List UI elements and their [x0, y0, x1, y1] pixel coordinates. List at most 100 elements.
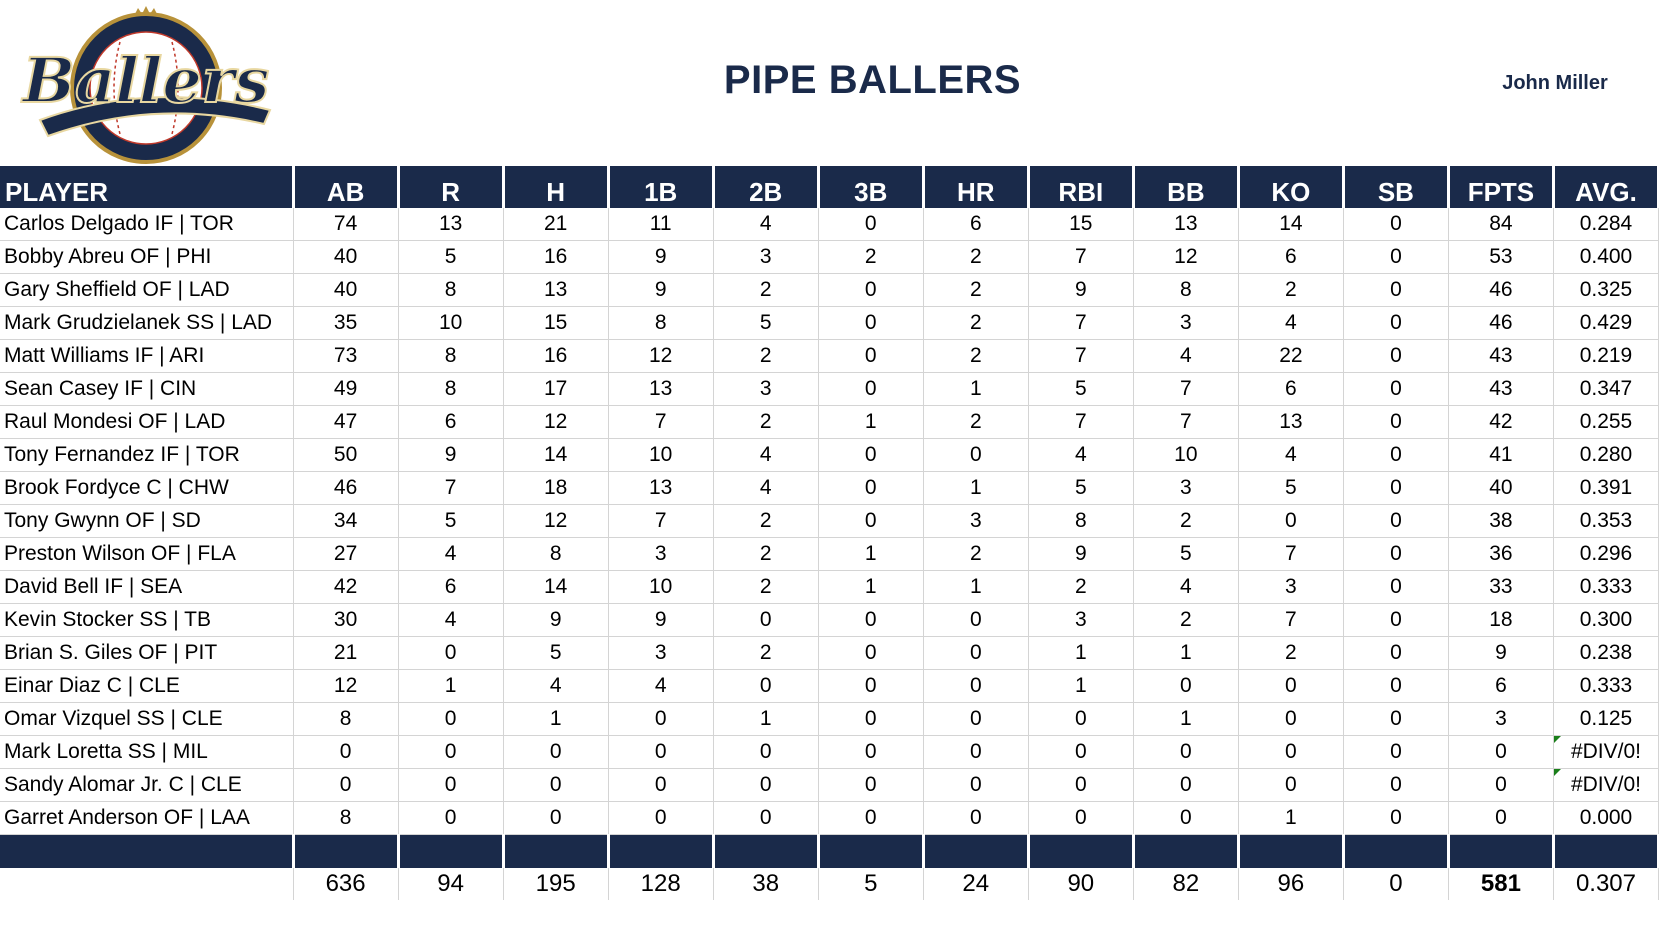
- column-header-rbi[interactable]: RBI: [1028, 166, 1135, 208]
- stat-cell[interactable]: 6: [398, 570, 504, 604]
- stat-cell[interactable]: 8: [1133, 273, 1239, 307]
- player-name-cell[interactable]: David Bell IF | SEA: [0, 570, 294, 604]
- stat-cell[interactable]: 0: [713, 603, 819, 637]
- stat-cell[interactable]: 2: [713, 405, 819, 439]
- stat-cell[interactable]: 4: [713, 471, 819, 505]
- stat-cell[interactable]: 0: [1448, 801, 1554, 835]
- stat-cell[interactable]: 0: [818, 636, 924, 670]
- column-header-1b[interactable]: 1B: [608, 166, 715, 208]
- stat-cell[interactable]: 8: [608, 306, 714, 340]
- stat-cell[interactable]: 2: [923, 339, 1029, 373]
- total-cell[interactable]: 636: [293, 868, 399, 900]
- player-name-cell[interactable]: Raul Mondesi OF | LAD: [0, 405, 294, 439]
- stat-cell[interactable]: 3: [1133, 471, 1239, 505]
- stat-cell[interactable]: 7: [1133, 372, 1239, 406]
- total-cell[interactable]: 195: [503, 868, 609, 900]
- player-name-cell[interactable]: Mark Grudzielanek SS | LAD: [0, 306, 294, 340]
- stat-cell[interactable]: 1: [923, 372, 1029, 406]
- stat-cell[interactable]: 8: [1028, 504, 1134, 538]
- stat-cell[interactable]: 0.255: [1553, 405, 1660, 439]
- stat-cell[interactable]: 8: [398, 339, 504, 373]
- stat-cell[interactable]: 9: [1028, 273, 1134, 307]
- stat-cell[interactable]: 0: [818, 339, 924, 373]
- stat-cell[interactable]: 16: [503, 339, 609, 373]
- stat-cell[interactable]: 0: [1343, 768, 1449, 802]
- stat-cell[interactable]: 7: [1028, 306, 1134, 340]
- stat-cell[interactable]: 0: [1343, 438, 1449, 472]
- stat-cell[interactable]: 0: [503, 801, 609, 835]
- stat-cell[interactable]: 9: [398, 438, 504, 472]
- column-header-avg[interactable]: AVG.: [1553, 166, 1660, 208]
- stat-cell[interactable]: 4: [608, 669, 714, 703]
- stat-cell[interactable]: 1: [713, 702, 819, 736]
- stat-cell[interactable]: 0.300: [1553, 603, 1660, 637]
- stat-cell[interactable]: #DIV/0!: [1553, 735, 1660, 769]
- stat-cell[interactable]: 4: [398, 603, 504, 637]
- stat-cell[interactable]: 0.333: [1553, 669, 1660, 703]
- stat-cell[interactable]: 9: [503, 603, 609, 637]
- stat-cell[interactable]: 6: [398, 405, 504, 439]
- stat-cell[interactable]: 34: [293, 504, 399, 538]
- stat-cell[interactable]: 12: [1133, 240, 1239, 274]
- stat-cell[interactable]: 0: [818, 208, 924, 241]
- column-header-hr[interactable]: HR: [923, 166, 1030, 208]
- stat-cell[interactable]: 8: [293, 702, 399, 736]
- stat-cell[interactable]: 0: [503, 768, 609, 802]
- column-header-ab[interactable]: AB: [293, 166, 400, 208]
- stat-cell[interactable]: 2: [1028, 570, 1134, 604]
- stat-cell[interactable]: 3: [1238, 570, 1344, 604]
- stat-cell[interactable]: 15: [503, 306, 609, 340]
- stat-cell[interactable]: 0: [398, 636, 504, 670]
- stat-cell[interactable]: 0.400: [1553, 240, 1660, 274]
- stat-cell[interactable]: 7: [1028, 405, 1134, 439]
- stat-cell[interactable]: 2: [713, 273, 819, 307]
- player-name-cell[interactable]: Sean Casey IF | CIN: [0, 372, 294, 406]
- stat-cell[interactable]: 0: [1343, 603, 1449, 637]
- stat-cell[interactable]: 21: [293, 636, 399, 670]
- stat-cell[interactable]: 2: [713, 537, 819, 571]
- stat-cell[interactable]: 6: [923, 208, 1029, 241]
- stat-cell[interactable]: 40: [293, 240, 399, 274]
- stat-cell[interactable]: 0: [293, 735, 399, 769]
- stat-cell[interactable]: 0: [818, 735, 924, 769]
- stat-cell[interactable]: 17: [503, 372, 609, 406]
- player-name-cell[interactable]: Tony Fernandez IF | TOR: [0, 438, 294, 472]
- stat-cell[interactable]: 5: [398, 240, 504, 274]
- stat-cell[interactable]: 27: [293, 537, 399, 571]
- player-name-cell[interactable]: Brook Fordyce C | CHW: [0, 471, 294, 505]
- stat-cell[interactable]: 0: [1343, 504, 1449, 538]
- stat-cell[interactable]: 8: [398, 372, 504, 406]
- stat-cell[interactable]: 7: [1133, 405, 1239, 439]
- column-header-player[interactable]: PLAYER: [0, 166, 295, 208]
- stat-cell[interactable]: 8: [293, 801, 399, 835]
- stat-cell[interactable]: 14: [503, 570, 609, 604]
- stat-cell[interactable]: 0: [1343, 537, 1449, 571]
- stat-cell[interactable]: 1: [503, 702, 609, 736]
- stat-cell[interactable]: 1: [1238, 801, 1344, 835]
- stat-cell[interactable]: 9: [608, 273, 714, 307]
- stat-cell[interactable]: 40: [1448, 471, 1554, 505]
- stat-cell[interactable]: 22: [1238, 339, 1344, 373]
- stat-cell[interactable]: 8: [503, 537, 609, 571]
- stat-cell[interactable]: 0: [818, 603, 924, 637]
- stat-cell[interactable]: #DIV/0!: [1553, 768, 1660, 802]
- stat-cell[interactable]: 10: [1133, 438, 1239, 472]
- stat-cell[interactable]: 0: [608, 702, 714, 736]
- stat-cell[interactable]: 0: [1133, 735, 1239, 769]
- stat-cell[interactable]: 15: [1028, 208, 1134, 241]
- total-cell[interactable]: 94: [398, 868, 504, 900]
- total-cell[interactable]: [0, 868, 294, 900]
- stat-cell[interactable]: 14: [1238, 208, 1344, 241]
- stat-cell[interactable]: 0: [608, 735, 714, 769]
- stat-cell[interactable]: 0: [818, 471, 924, 505]
- stat-cell[interactable]: 13: [398, 208, 504, 241]
- player-name-cell[interactable]: Preston Wilson OF | FLA: [0, 537, 294, 571]
- stat-cell[interactable]: 12: [503, 405, 609, 439]
- stat-cell[interactable]: 0: [713, 801, 819, 835]
- player-name-cell[interactable]: Garret Anderson OF | LAA: [0, 801, 294, 835]
- player-name-cell[interactable]: Gary Sheffield OF | LAD: [0, 273, 294, 307]
- stat-cell[interactable]: 0.333: [1553, 570, 1660, 604]
- stat-cell[interactable]: 0: [923, 735, 1029, 769]
- stat-cell[interactable]: 13: [1133, 208, 1239, 241]
- stat-cell[interactable]: 38: [1448, 504, 1554, 538]
